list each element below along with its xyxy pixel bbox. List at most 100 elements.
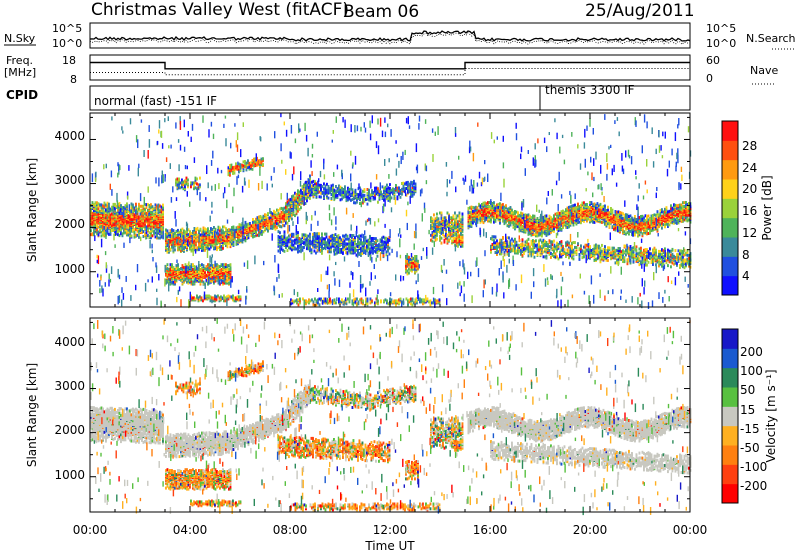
data-cell	[112, 227, 115, 231]
data-cell	[114, 202, 116, 206]
data-cell	[94, 224, 97, 228]
data-cell	[150, 211, 152, 214]
data-cell	[160, 229, 163, 233]
data-cell	[117, 233, 119, 237]
data-cell	[114, 211, 116, 215]
data-cell	[142, 235, 145, 238]
data-cell	[111, 219, 113, 223]
data-cell	[132, 215, 134, 219]
data-cell	[105, 228, 107, 232]
nsky-label: N.Sky	[4, 32, 36, 45]
data-cell	[145, 225, 148, 229]
data-cell	[389, 183, 391, 187]
data-cell	[138, 202, 140, 206]
nsky-tick-bottom: 10^0	[52, 37, 82, 50]
data-cell	[126, 224, 128, 228]
nsky-tick-top: 10^5	[52, 22, 82, 35]
data-cell	[442, 230, 444, 234]
data-cell	[118, 213, 121, 217]
data-cell	[325, 235, 328, 239]
data-cell	[103, 219, 106, 222]
data-cell	[308, 179, 310, 183]
data-cell	[93, 211, 95, 215]
data-cell	[126, 204, 128, 208]
data-cell	[222, 246, 224, 250]
data-cell	[171, 228, 173, 232]
data-cell	[154, 208, 157, 212]
power-data	[90, 113, 692, 310]
data-cell	[109, 207, 112, 211]
data-cell	[166, 238, 169, 242]
data-cell	[408, 271, 410, 275]
data-cell	[153, 219, 155, 223]
data-cell	[229, 266, 232, 270]
data-cell	[147, 208, 149, 212]
data-cell	[103, 233, 106, 237]
data-cell	[162, 224, 164, 227]
data-cell	[148, 214, 151, 218]
data-cell	[130, 204, 133, 208]
data-cell	[388, 246, 391, 250]
data-cell	[156, 222, 158, 226]
data-cell	[202, 264, 205, 268]
data-cell	[511, 208, 513, 212]
data-cell	[132, 209, 134, 213]
freq-label: Freq.	[6, 54, 33, 67]
data-cell	[112, 202, 115, 206]
data-cell	[162, 210, 164, 214]
data-cell	[461, 212, 464, 216]
data-cell	[136, 210, 139, 214]
data-cell	[376, 239, 379, 243]
data-cell	[97, 216, 100, 220]
data-cell	[159, 214, 161, 218]
data-cell	[354, 188, 357, 192]
data-cell	[160, 235, 163, 239]
data-cell	[162, 203, 164, 207]
data-cell	[121, 226, 124, 230]
nsky-panel: N.Sky 10^5 10^0 10^5 10^0 N.Search	[4, 22, 796, 50]
data-cell	[114, 233, 116, 236]
data-cell	[124, 207, 127, 211]
data-cell	[145, 206, 148, 209]
data-cell	[413, 179, 415, 183]
freq-trace	[90, 61, 690, 70]
chart-title: Christmas Valley West (fitACF)	[91, 0, 349, 20]
data-cell	[97, 225, 100, 229]
data-cell	[318, 232, 320, 236]
data-cell	[123, 231, 125, 235]
data-cell	[172, 234, 175, 238]
freq-unit: [MHz]	[4, 66, 36, 79]
data-cell	[327, 196, 330, 200]
data-cell	[398, 186, 400, 190]
data-cell	[145, 211, 148, 215]
data-cell	[109, 209, 112, 213]
data-cell	[141, 208, 143, 212]
data-cell	[147, 224, 149, 228]
data-cell	[144, 225, 146, 229]
data-cell	[106, 201, 109, 205]
data-cell	[102, 206, 104, 210]
data-cell	[332, 183, 334, 187]
data-cell	[126, 229, 128, 233]
nsearch-label: N.Search	[746, 32, 796, 45]
data-cell	[141, 231, 143, 234]
data-cell	[141, 216, 143, 220]
data-cell	[135, 211, 137, 215]
data-cell	[127, 217, 130, 221]
data-cell	[156, 236, 158, 240]
data-cell	[100, 234, 103, 238]
data-cell	[288, 219, 290, 222]
data-cell	[121, 211, 124, 215]
data-cell	[112, 223, 115, 227]
data-cell	[144, 207, 146, 211]
data-cell	[121, 213, 124, 217]
data-cell	[305, 180, 307, 184]
data-cell	[130, 212, 133, 216]
data-cell	[313, 232, 316, 235]
data-cell	[454, 211, 456, 215]
data-cell	[165, 243, 167, 247]
data-cell	[177, 263, 179, 267]
data-cell	[154, 223, 157, 227]
freq-tick-top: 18	[62, 54, 76, 67]
data-cell	[461, 221, 464, 225]
